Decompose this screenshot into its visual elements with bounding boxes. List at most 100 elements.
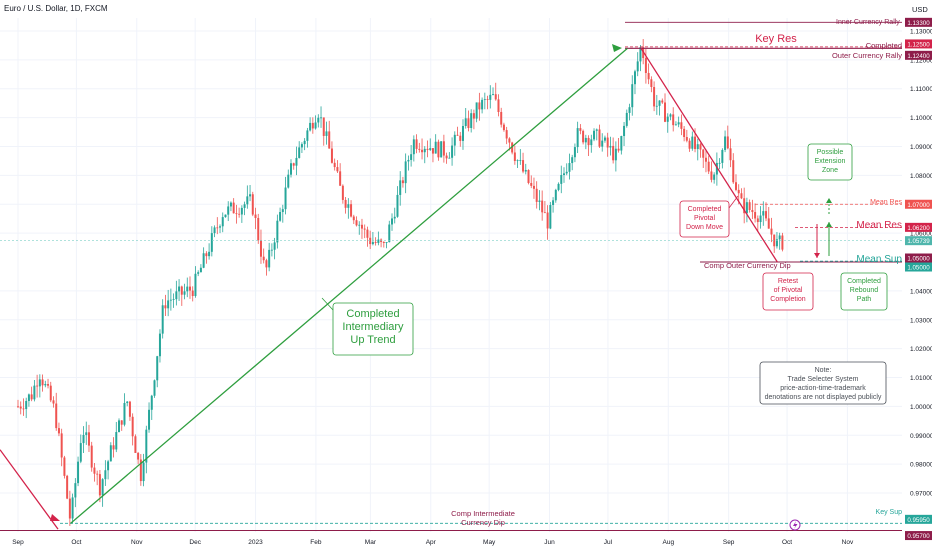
- note-callout-text: Note:: [815, 367, 832, 374]
- candle-body: [715, 162, 718, 175]
- lightning-glyph: [793, 521, 798, 529]
- prior-down-line: [0, 449, 59, 530]
- completed-outer-label: Completed: [866, 41, 902, 50]
- candle-body: [472, 113, 475, 119]
- candle-body: [60, 433, 63, 458]
- candle-body: [737, 189, 740, 194]
- candle-body: [598, 129, 601, 147]
- candle-body: [322, 117, 325, 136]
- candle-body: [139, 459, 142, 482]
- candle-body: [770, 228, 773, 235]
- candle-body: [688, 140, 691, 149]
- chart-symbol-title: Euro / U.S. Dollar, 1D, FXCM: [4, 4, 108, 13]
- candle-body: [451, 145, 454, 158]
- candle-body: [205, 253, 208, 257]
- candle-body: [743, 198, 746, 214]
- candle-body: [93, 467, 96, 474]
- candle-body: [317, 117, 320, 123]
- retest-callout-text: of Pivotal: [774, 287, 803, 294]
- candle-body: [123, 403, 126, 425]
- candle-body: [229, 202, 232, 207]
- candle-body: [456, 134, 459, 136]
- candle-body: [407, 159, 410, 162]
- candle-body: [538, 200, 541, 202]
- candle-body: [79, 443, 82, 462]
- y-tick-label: 1.12000: [910, 57, 932, 64]
- candle-body: [554, 189, 557, 201]
- chart-grid: [0, 18, 902, 532]
- candle-body: [494, 94, 497, 100]
- candle-body: [633, 71, 636, 85]
- candle-body: [685, 137, 688, 141]
- candle-body: [565, 171, 568, 174]
- candle-body: [287, 174, 290, 188]
- candle-body: [412, 139, 415, 155]
- candle-body: [44, 384, 47, 386]
- outer-rally-label: Outer Currency Rally: [832, 51, 902, 60]
- pivotal-callout-text: Completed: [688, 206, 722, 213]
- rebound-callout-text: Path: [857, 296, 872, 303]
- retest-callout: Retest of Pivotal Completion: [762, 272, 814, 311]
- candle-body: [661, 100, 664, 103]
- candle-body: [371, 242, 374, 245]
- dip-arrowhead: [50, 514, 60, 521]
- candle-body: [726, 136, 729, 149]
- candle-body: [191, 290, 194, 297]
- trend-arrowhead: [612, 44, 622, 52]
- extension-callout-box: [807, 143, 853, 181]
- candle-body: [754, 212, 757, 219]
- price-tag: [905, 39, 932, 49]
- pivotal-down-line: [640, 47, 778, 263]
- y-tick-label: 1.10000: [910, 115, 932, 122]
- price-tag: [905, 199, 932, 209]
- candle-body: [429, 148, 432, 150]
- mean-res-small-label: Mean Res: [870, 199, 902, 206]
- candle-body: [724, 136, 727, 150]
- up-trend-pointer: [321, 297, 334, 311]
- candle-body: [655, 105, 658, 107]
- candle-body: [399, 180, 402, 195]
- candle-body: [445, 155, 448, 159]
- candle-body: [172, 299, 175, 300]
- candle-body: [696, 144, 699, 150]
- candle-body: [306, 130, 309, 141]
- candle-body: [377, 239, 380, 243]
- candle-body: [251, 194, 254, 215]
- candle-body: [341, 185, 344, 200]
- x-tick-label: Nov: [842, 539, 854, 546]
- candle-body: [762, 211, 765, 216]
- candle-body: [388, 224, 391, 243]
- candle-body: [603, 137, 606, 141]
- rebound-arrow-head: [826, 222, 832, 227]
- key-sup-label: Key Sup: [876, 509, 903, 516]
- candle-body: [268, 249, 271, 268]
- extension-callout-text: Zone: [822, 167, 838, 174]
- candle-body: [153, 380, 156, 396]
- candle-body: [612, 145, 615, 161]
- mean-res-label: Mean Res: [856, 220, 902, 231]
- candle-body: [265, 260, 268, 268]
- candle-body: [721, 149, 724, 163]
- candle-body: [68, 498, 71, 519]
- mean-sup-label: Mean Sup: [856, 254, 902, 265]
- candle-body: [606, 137, 609, 148]
- x-tick-label: Oct: [782, 539, 792, 546]
- candle-body: [52, 400, 55, 404]
- candle-body: [401, 180, 404, 184]
- candle-body: [625, 112, 628, 126]
- candle-body: [664, 102, 667, 122]
- candle-body: [481, 99, 484, 110]
- candle-body: [336, 167, 339, 172]
- x-tick-label: Mar: [365, 539, 377, 546]
- candle-body: [300, 144, 303, 148]
- candle-body: [38, 379, 41, 387]
- candle-body: [502, 124, 505, 131]
- candle-body: [694, 136, 697, 150]
- candle-body: [131, 416, 134, 437]
- candle-body: [358, 224, 361, 226]
- candle-body: [404, 161, 407, 184]
- up-trend-callout-box: [332, 302, 414, 356]
